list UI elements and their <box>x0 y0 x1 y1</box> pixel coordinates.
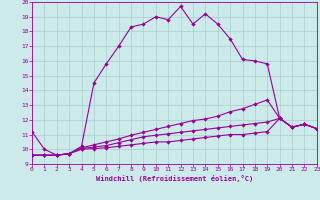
X-axis label: Windchill (Refroidissement éolien,°C): Windchill (Refroidissement éolien,°C) <box>96 175 253 182</box>
